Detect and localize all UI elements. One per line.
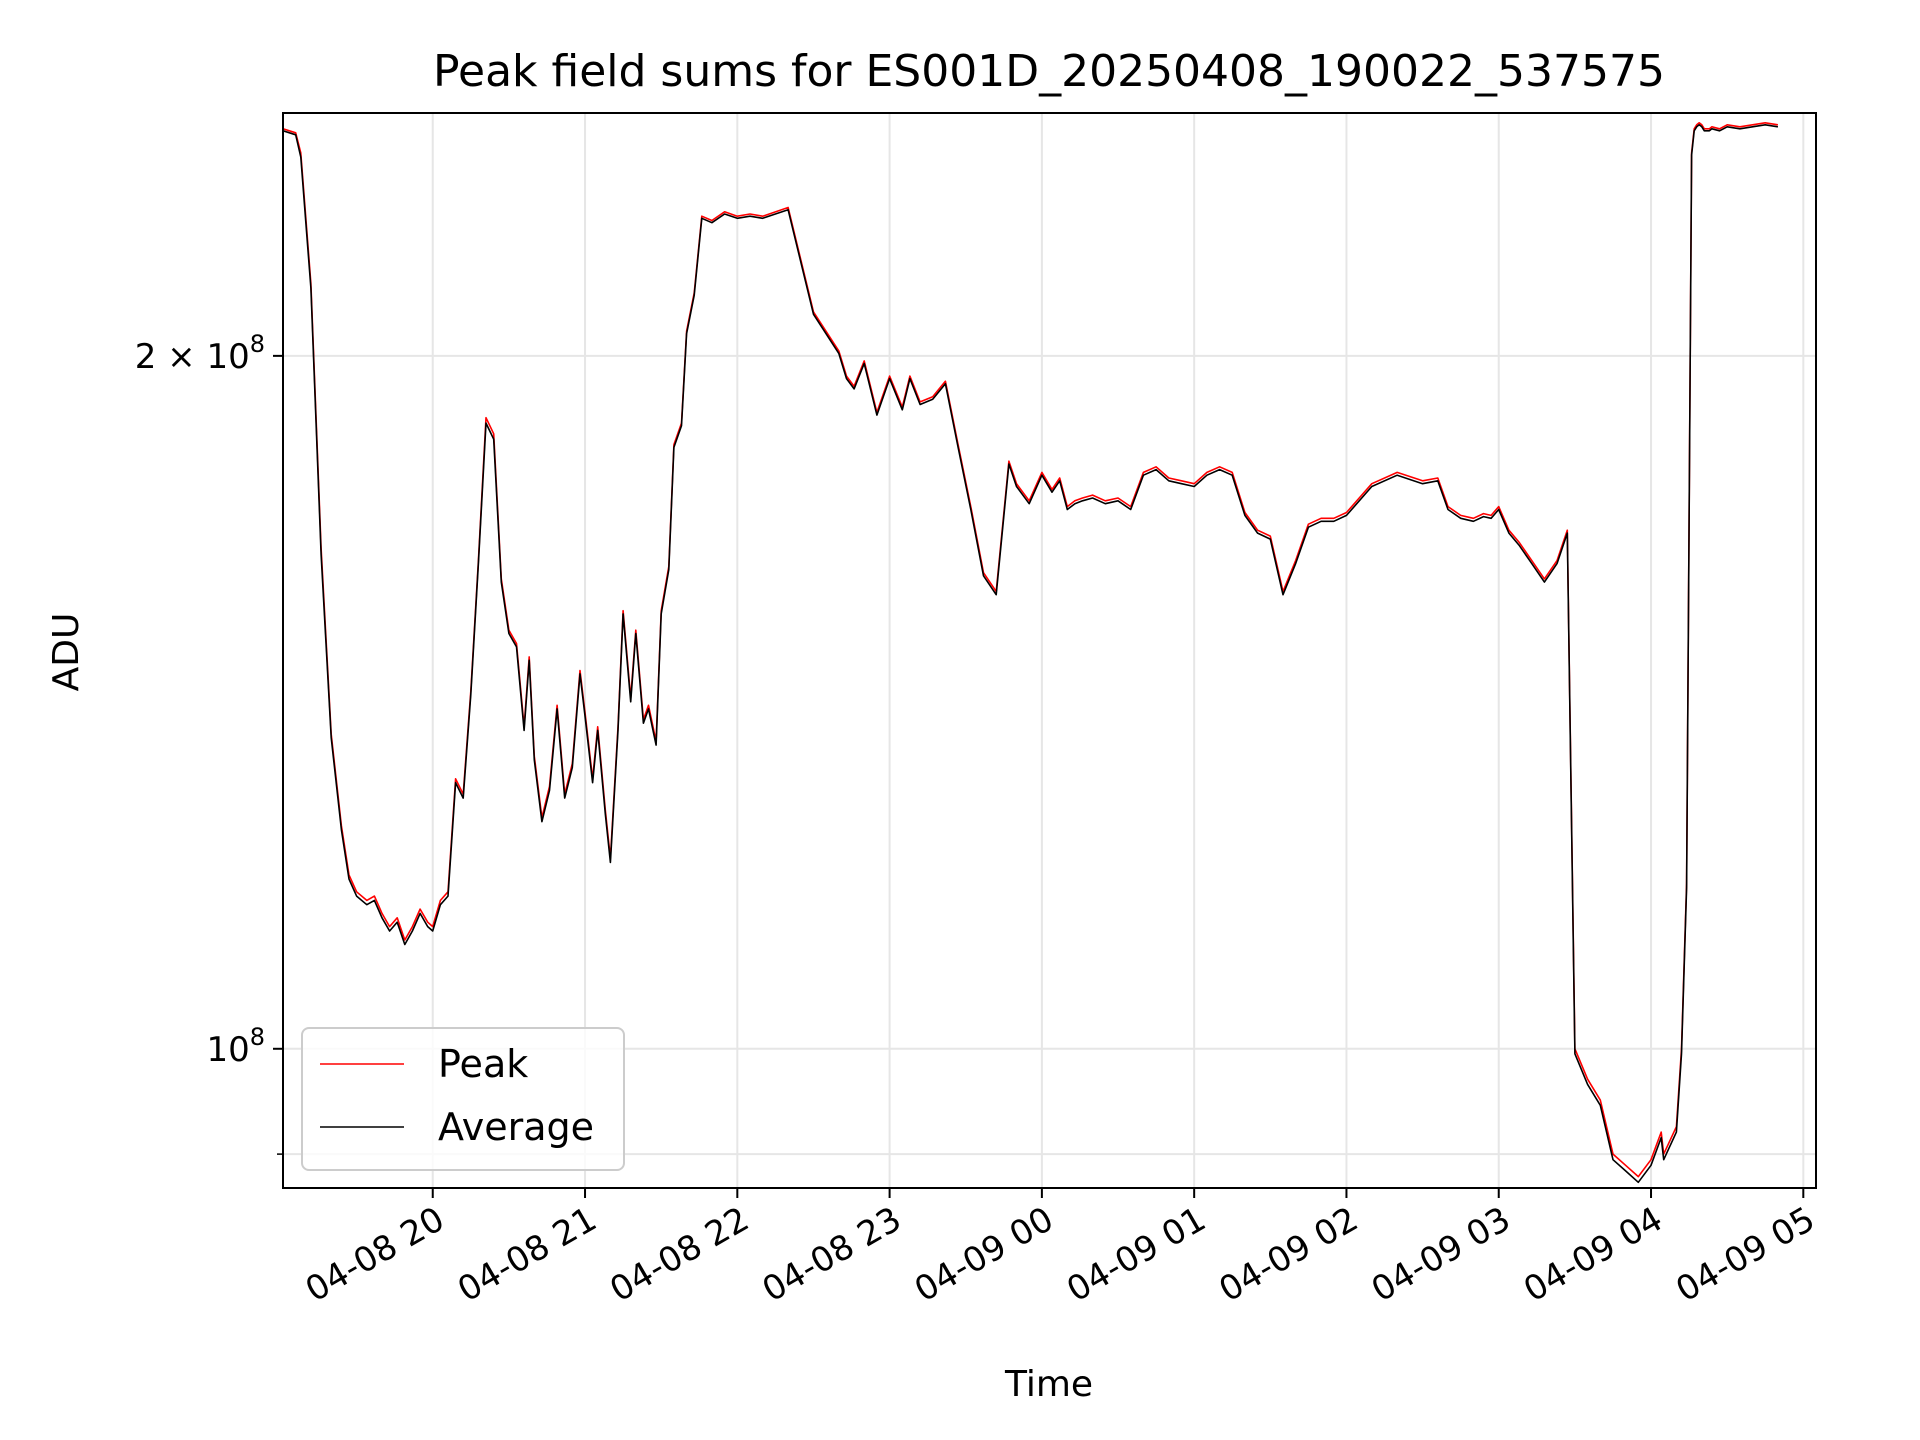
y-tick-label: 108 [206,1023,265,1070]
grid [283,113,1816,1188]
chart-title: Peak field sums for ES001D_20250408_1900… [433,46,1665,97]
plot-frame [282,112,1817,1189]
legend: Peak Average [301,1027,625,1171]
y-tick-label: 2 × 108 [135,330,265,377]
y-axis-label: ADU [46,613,87,692]
legend-label-average: Average [438,1105,594,1149]
series-lines [283,122,1779,1184]
series-line-average [283,124,1779,1184]
legend-label-peak: Peak [438,1042,528,1086]
x-axis-label: Time [1004,1364,1093,1405]
